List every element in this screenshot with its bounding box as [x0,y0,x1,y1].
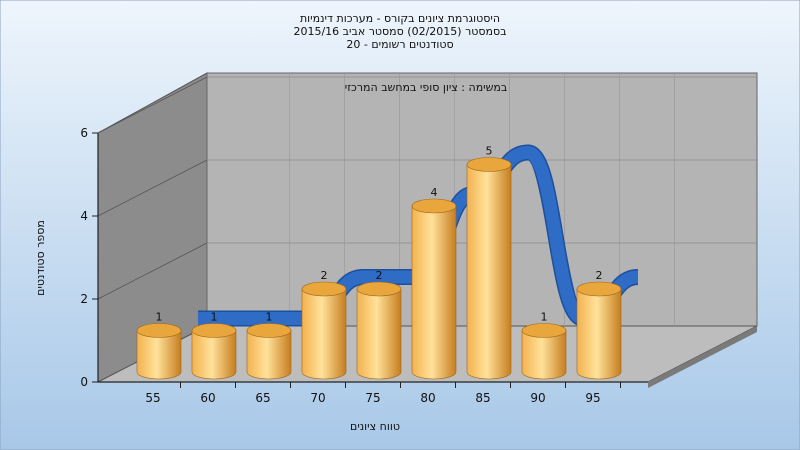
bar-top [136,323,182,338]
bar: 5 [466,145,512,380]
bar: 1 [191,311,237,380]
gridline [97,242,208,300]
gridline [97,76,208,134]
bar-top [246,323,292,338]
data-label: 1 [211,311,218,324]
bar-body [191,330,237,380]
axes: 0 2 4 6 55 60 65 70 75 80 85 90 95 [80,126,648,405]
x-tick-label: 95 [585,391,600,405]
floor-edge [648,326,757,388]
data-label: 2 [376,269,383,282]
plot-area: 1 1 1 2 2 4 5 1 2 0 2 4 6 55 60 65 70 75 80 85 90 95 [80,72,758,405]
bar-top [301,281,347,297]
bar: 1 [136,311,182,380]
y-tick-label: 6 [80,126,88,140]
bar: 4 [411,186,457,380]
gridline [97,159,208,217]
bar-top [411,198,457,214]
bar: 2 [301,269,347,380]
x-tick-label: 75 [365,391,380,405]
y-tick-label: 4 [80,209,88,223]
bar-body [246,330,292,380]
chart-subtitle: במשימה : ציון סופי במחשב המרכזי [345,81,508,94]
x-tick-label: 90 [530,391,545,405]
bar-body [411,205,457,380]
x-tick-label: 55 [145,391,160,405]
bar: 1 [246,311,292,380]
chart-title-line-3: סטודנטים רשומים - 20 [346,38,453,51]
chart-title-line-1: היסטוגרמת ציונים בקורס - מערכות דינמיות [300,12,500,25]
x-tick-label: 85 [475,391,490,405]
x-axis-label: טווח ציונים [350,420,400,433]
bar-body [521,330,567,380]
data-label: 4 [431,186,438,199]
x-tick-label: 60 [200,391,215,405]
bar-body [136,330,182,380]
bar-body [576,288,622,380]
bar: 2 [576,269,622,380]
bar: 2 [356,269,402,380]
bar-top [191,323,237,338]
bar: 1 [521,311,567,380]
x-tick-label: 70 [310,391,325,405]
bar-top [576,281,622,297]
data-label: 2 [321,269,328,282]
bar-body [356,288,402,380]
y-tick-label: 0 [80,375,88,389]
bar-top [356,281,402,297]
data-label: 2 [596,269,603,282]
data-label: 1 [541,311,548,324]
data-label: 5 [486,145,493,158]
bar-body [301,288,347,380]
x-tick-label: 80 [420,391,435,405]
data-label: 1 [266,311,273,324]
y-tick-label: 2 [80,292,88,306]
bar-top [521,323,567,338]
bars: 1 1 1 2 2 4 5 1 2 [136,145,622,380]
x-tick-label: 65 [255,391,270,405]
bar-body [466,164,512,380]
y-axis-label: מספר סטודנטים [34,220,47,296]
chart-title-line-2: בסמסטר (02/2015) סמסטר אביב 2015/16 [293,25,506,38]
data-label: 1 [156,311,163,324]
bar-top [466,157,512,172]
